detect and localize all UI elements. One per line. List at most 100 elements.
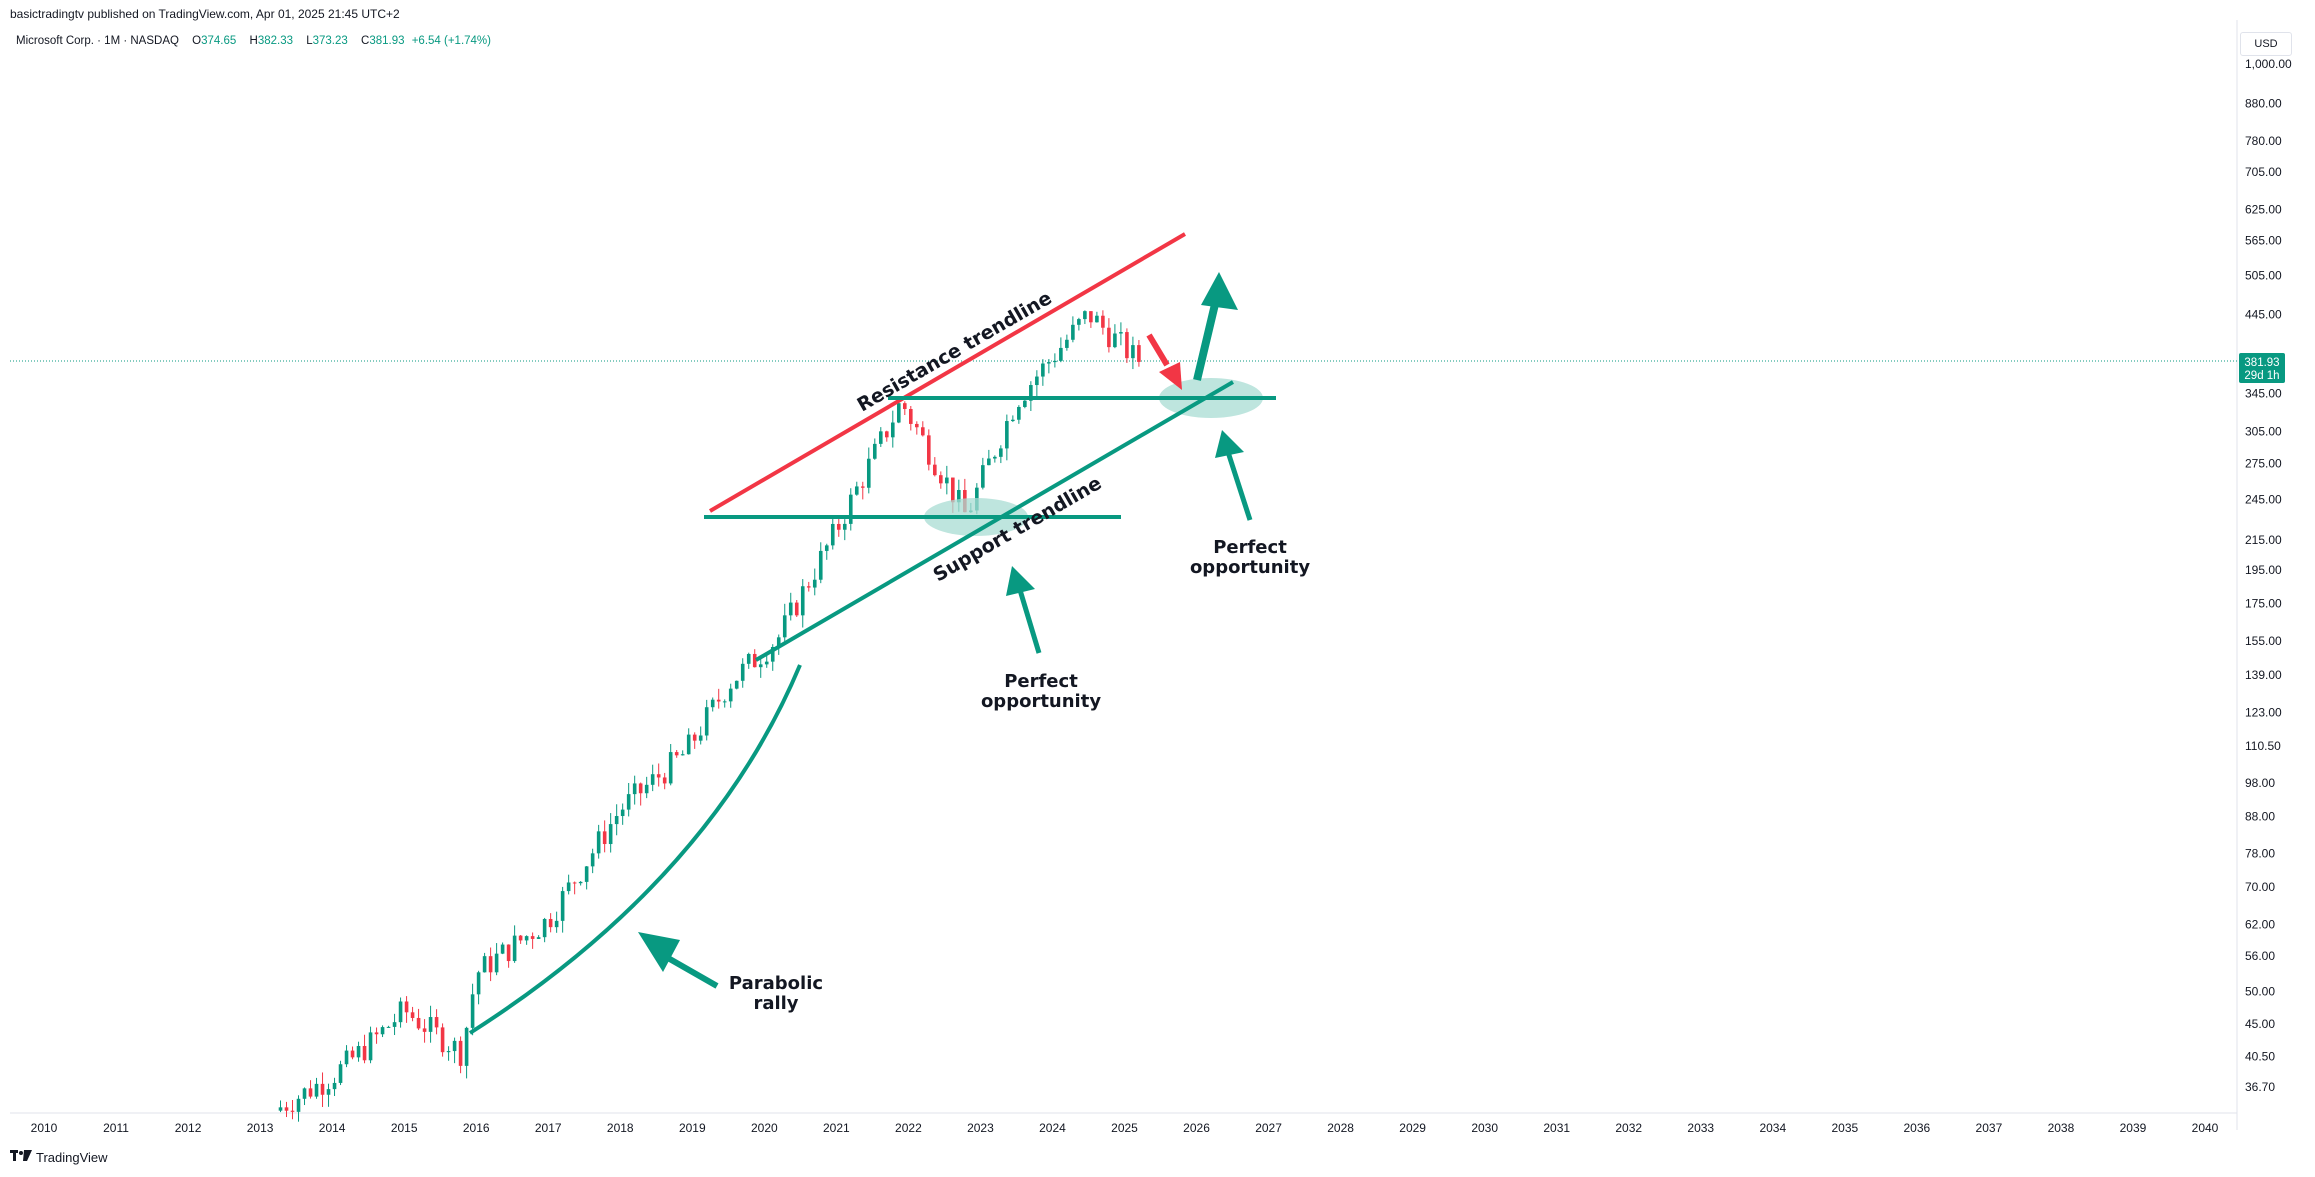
candle-47 bbox=[554, 911, 559, 933]
candles bbox=[278, 310, 1141, 1122]
candle-140 bbox=[1113, 324, 1117, 349]
price-tick-28: 36.70 bbox=[2245, 1080, 2275, 1094]
price-tick-23: 62.00 bbox=[2245, 918, 2275, 932]
price-axis[interactable]: 1,000.00 880.00 780.00 705.00 625.00 565.00 50… bbox=[2245, 57, 2292, 1094]
tradingview-logo-icon bbox=[10, 1149, 32, 1165]
candle-122 bbox=[1005, 414, 1009, 461]
candle-11 bbox=[338, 1060, 343, 1086]
candle-33 bbox=[470, 983, 475, 1036]
candle-127 bbox=[1035, 370, 1039, 397]
symbol-name[interactable]: Microsoft Corp. · 1M · NASDAQ bbox=[16, 35, 179, 47]
candle-62 bbox=[644, 776, 649, 799]
candle-60 bbox=[632, 775, 637, 805]
perfect-opportunity-1-line1: Perfect bbox=[1004, 671, 1078, 692]
price-tick-7: 445.00 bbox=[2245, 308, 2282, 322]
candle-2 bbox=[284, 1101, 289, 1118]
time-tick-2029: 2029 bbox=[1399, 1121, 1426, 1135]
time-tick-2036: 2036 bbox=[1904, 1121, 1931, 1135]
price-tick-4: 625.00 bbox=[2245, 202, 2282, 216]
tradingview-footer[interactable]: TradingView bbox=[10, 1149, 108, 1165]
candle-95 bbox=[842, 519, 847, 541]
time-tick-2026: 2026 bbox=[1183, 1121, 1210, 1135]
candle-106 bbox=[909, 406, 913, 431]
candle-109 bbox=[927, 429, 931, 471]
candle-97 bbox=[854, 481, 859, 496]
candle-93 bbox=[830, 516, 835, 550]
price-tick-8: 345.00 bbox=[2245, 386, 2282, 400]
candle-75 bbox=[722, 699, 727, 708]
time-tick-2039: 2039 bbox=[2120, 1121, 2147, 1135]
time-tick-2018: 2018 bbox=[607, 1121, 634, 1135]
time-tick-2024: 2024 bbox=[1039, 1121, 1066, 1135]
candle-50 bbox=[572, 881, 577, 895]
time-tick-2016: 2016 bbox=[463, 1121, 490, 1135]
candle-141 bbox=[1119, 322, 1123, 346]
candle-64 bbox=[656, 763, 661, 787]
candle-10 bbox=[332, 1077, 337, 1097]
time-tick-2020: 2020 bbox=[751, 1121, 778, 1135]
candle-135 bbox=[1083, 310, 1087, 325]
time-axis[interactable]: 2010 2011 2012 2013 2014 2015 2016 2017 2018 2019… bbox=[31, 1121, 2219, 1135]
candle-86 bbox=[788, 592, 793, 621]
candle-13 bbox=[350, 1046, 355, 1060]
currency-button[interactable]: USD bbox=[2240, 32, 2292, 56]
candle-22 bbox=[404, 996, 409, 1023]
candle-134 bbox=[1077, 317, 1081, 331]
time-tick-2028: 2028 bbox=[1327, 1121, 1354, 1135]
resistance-trendline[interactable] bbox=[708, 232, 1187, 513]
candle-52 bbox=[584, 866, 589, 890]
high-label: H bbox=[249, 35, 258, 47]
time-tick-2037: 2037 bbox=[1976, 1121, 2003, 1135]
open-value: 374.65 bbox=[201, 35, 237, 47]
candle-137 bbox=[1095, 311, 1099, 323]
low-value: 373.23 bbox=[312, 35, 348, 47]
price-tick-20: 88.00 bbox=[2245, 809, 2275, 823]
price-tick-3: 705.00 bbox=[2245, 165, 2282, 179]
close-value: 381.93 bbox=[369, 35, 405, 47]
candle-3 bbox=[290, 1100, 295, 1120]
candle-27 bbox=[434, 1009, 439, 1035]
candle-123 bbox=[1011, 415, 1015, 423]
price-tick-12: 215.00 bbox=[2245, 533, 2282, 547]
candle-133 bbox=[1071, 316, 1075, 343]
price-tick-18: 110.50 bbox=[2245, 739, 2281, 753]
candle-89 bbox=[806, 581, 811, 592]
price-tick-25: 50.00 bbox=[2245, 984, 2275, 998]
perfect-opportunity-2-line2: opportunity bbox=[1190, 557, 1310, 578]
candle-71 bbox=[698, 726, 703, 745]
price-tick-15: 155.00 bbox=[2245, 634, 2282, 648]
parabolic-rally-line2: rally bbox=[753, 993, 798, 1014]
candle-7 bbox=[314, 1077, 319, 1099]
candle-9 bbox=[326, 1083, 331, 1107]
candle-32 bbox=[464, 1026, 469, 1079]
candle-120 bbox=[993, 455, 997, 463]
candle-6 bbox=[308, 1080, 313, 1099]
candle-40 bbox=[512, 925, 517, 963]
candle-80 bbox=[752, 649, 757, 668]
candle-14 bbox=[356, 1041, 361, 1062]
price-tick-21: 78.00 bbox=[2245, 847, 2275, 861]
candle-92 bbox=[824, 543, 829, 560]
time-tick-2030: 2030 bbox=[1471, 1121, 1498, 1135]
candle-23 bbox=[410, 1006, 415, 1022]
candle-42 bbox=[524, 935, 529, 945]
candle-143 bbox=[1131, 336, 1135, 370]
candle-74 bbox=[716, 688, 721, 709]
time-tick-2033: 2033 bbox=[1687, 1121, 1714, 1135]
time-tick-2010: 2010 bbox=[31, 1121, 58, 1135]
candle-30 bbox=[452, 1037, 457, 1064]
candle-37 bbox=[494, 943, 499, 976]
support-trendline[interactable] bbox=[754, 380, 1235, 662]
candle-72 bbox=[704, 699, 709, 741]
parabolic-rally-line1: Parabolic bbox=[729, 973, 823, 994]
candle-65 bbox=[662, 772, 667, 790]
candle-132 bbox=[1065, 334, 1069, 351]
time-tick-2022: 2022 bbox=[895, 1121, 922, 1135]
candle-17 bbox=[374, 1027, 379, 1044]
time-tick-2014: 2014 bbox=[319, 1121, 346, 1135]
candle-55 bbox=[602, 820, 607, 853]
price-tick-27: 40.50 bbox=[2245, 1050, 2275, 1064]
parabolic-curve[interactable] bbox=[468, 664, 802, 1035]
price-tick-13: 195.00 bbox=[2245, 563, 2282, 577]
